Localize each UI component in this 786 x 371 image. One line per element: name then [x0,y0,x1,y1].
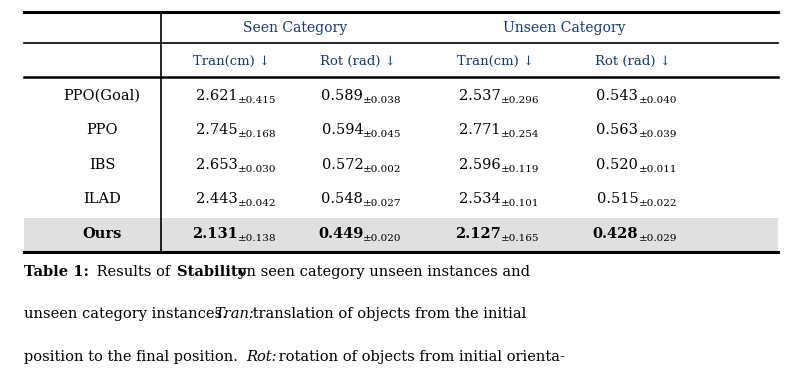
Text: ±0.011: ±0.011 [638,165,677,174]
Text: Rot (rad) ↓: Rot (rad) ↓ [320,55,395,68]
Text: IBS: IBS [89,158,116,172]
Text: ±0.101: ±0.101 [501,199,539,208]
Text: ±0.027: ±0.027 [363,199,402,208]
Text: ±0.030: ±0.030 [237,165,276,174]
Text: Seen Category: Seen Category [243,21,347,35]
Text: ±0.165: ±0.165 [501,234,539,243]
Text: ±0.415: ±0.415 [237,96,276,105]
Text: 2.771: 2.771 [459,123,501,137]
Text: translation of objects from the initial: translation of objects from the initial [248,307,526,321]
Text: PPO(Goal): PPO(Goal) [64,89,141,103]
Text: 2.131: 2.131 [192,227,237,241]
Text: on seen category unseen instances and: on seen category unseen instances and [233,265,531,279]
Text: Unseen Category: Unseen Category [503,21,625,35]
Text: 2.653: 2.653 [196,158,237,172]
Text: Tran(cm) ↓: Tran(cm) ↓ [457,55,534,68]
Text: Tran(cm) ↓: Tran(cm) ↓ [193,55,270,68]
Text: Stability: Stability [177,265,246,279]
Text: ±0.119: ±0.119 [501,165,539,174]
Text: position to the final position.: position to the final position. [24,350,242,364]
Text: ±0.022: ±0.022 [638,199,677,208]
Text: ±0.254: ±0.254 [501,130,539,139]
Text: ±0.020: ±0.020 [363,234,402,243]
Text: 2.127: 2.127 [455,227,501,241]
Text: 0.548: 0.548 [321,192,363,206]
Text: 0.428: 0.428 [593,227,638,241]
Text: Rot:: Rot: [246,350,277,364]
Text: 0.515: 0.515 [597,192,638,206]
Text: 2.534: 2.534 [459,192,501,206]
Text: ILAD: ILAD [83,192,121,206]
Text: 0.449: 0.449 [318,227,363,241]
Text: ±0.040: ±0.040 [638,96,677,105]
Text: rotation of objects from initial orienta-: rotation of objects from initial orienta… [274,350,564,364]
Text: 2.443: 2.443 [196,192,237,206]
Text: unseen category instances.: unseen category instances. [24,307,231,321]
Text: 0.572: 0.572 [321,158,363,172]
Text: ±0.039: ±0.039 [638,130,677,139]
Text: ±0.138: ±0.138 [237,234,276,243]
Text: 2.596: 2.596 [459,158,501,172]
Text: Tran:: Tran: [215,307,255,321]
Text: ±0.038: ±0.038 [363,96,402,105]
Text: ±0.029: ±0.029 [638,234,677,243]
Text: Table 1:: Table 1: [24,265,89,279]
Text: 2.621: 2.621 [196,89,237,103]
Text: 2.537: 2.537 [459,89,501,103]
Text: ±0.042: ±0.042 [237,199,276,208]
Text: ±0.045: ±0.045 [363,130,402,139]
Text: 0.594: 0.594 [321,123,363,137]
Text: ±0.296: ±0.296 [501,96,539,105]
Text: 0.543: 0.543 [597,89,638,103]
Text: ±0.002: ±0.002 [363,165,402,174]
Text: 2.745: 2.745 [196,123,237,137]
Text: 0.520: 0.520 [597,158,638,172]
Text: 0.563: 0.563 [597,123,638,137]
Text: 0.589: 0.589 [321,89,363,103]
Text: Rot (rad) ↓: Rot (rad) ↓ [595,55,670,68]
Text: PPO: PPO [86,123,118,137]
Text: ±0.168: ±0.168 [237,130,276,139]
Text: Results of: Results of [92,265,174,279]
Text: Ours: Ours [83,227,122,241]
